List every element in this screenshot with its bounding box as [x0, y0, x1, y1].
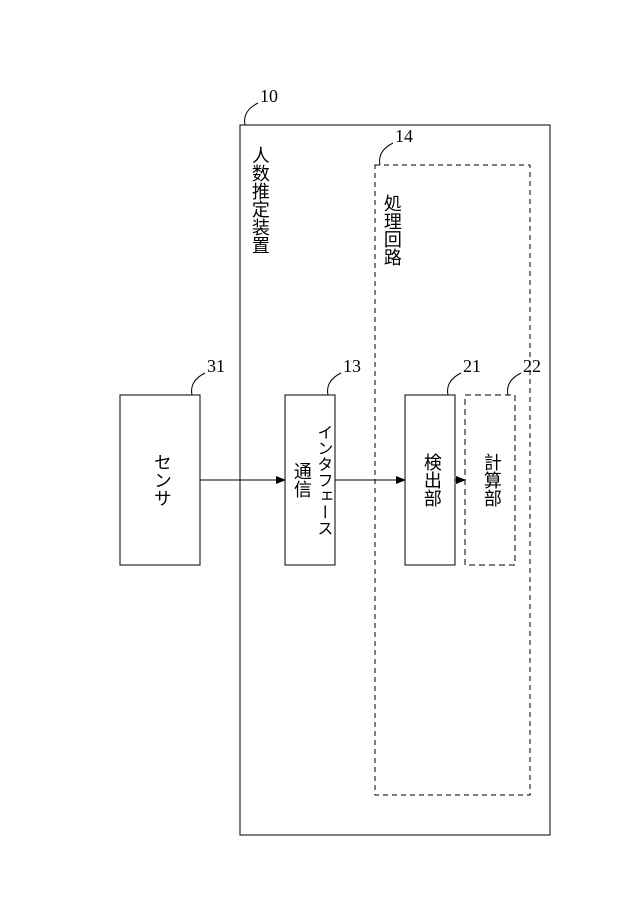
diagram-canvas: 人数推定装置 10 処理回路 14 センサ 31 通信 インタフェース 13 検…	[0, 0, 622, 913]
sensor-label: センサ	[152, 453, 172, 507]
sensor-leader	[192, 373, 205, 395]
comm-leader	[328, 373, 341, 395]
calc-leader	[508, 373, 521, 395]
calc-ref: 22	[523, 356, 541, 376]
circuit-label: 処理回路	[382, 194, 402, 266]
device-label: 人数推定装置	[250, 146, 270, 254]
comm-ref: 13	[343, 356, 361, 376]
circuit-leader	[380, 143, 393, 165]
sensor-ref: 31	[207, 356, 225, 376]
device-ref: 10	[260, 86, 278, 106]
detect-leader	[448, 373, 461, 395]
detect-ref: 21	[463, 356, 481, 376]
detect-label: 検出部	[422, 453, 442, 507]
calc-label: 計算部	[482, 453, 502, 507]
comm-label-1: 通信	[292, 462, 312, 498]
circuit-ref: 14	[395, 126, 413, 146]
comm-label-2: インタフェース	[314, 424, 332, 536]
device-leader	[245, 103, 258, 125]
